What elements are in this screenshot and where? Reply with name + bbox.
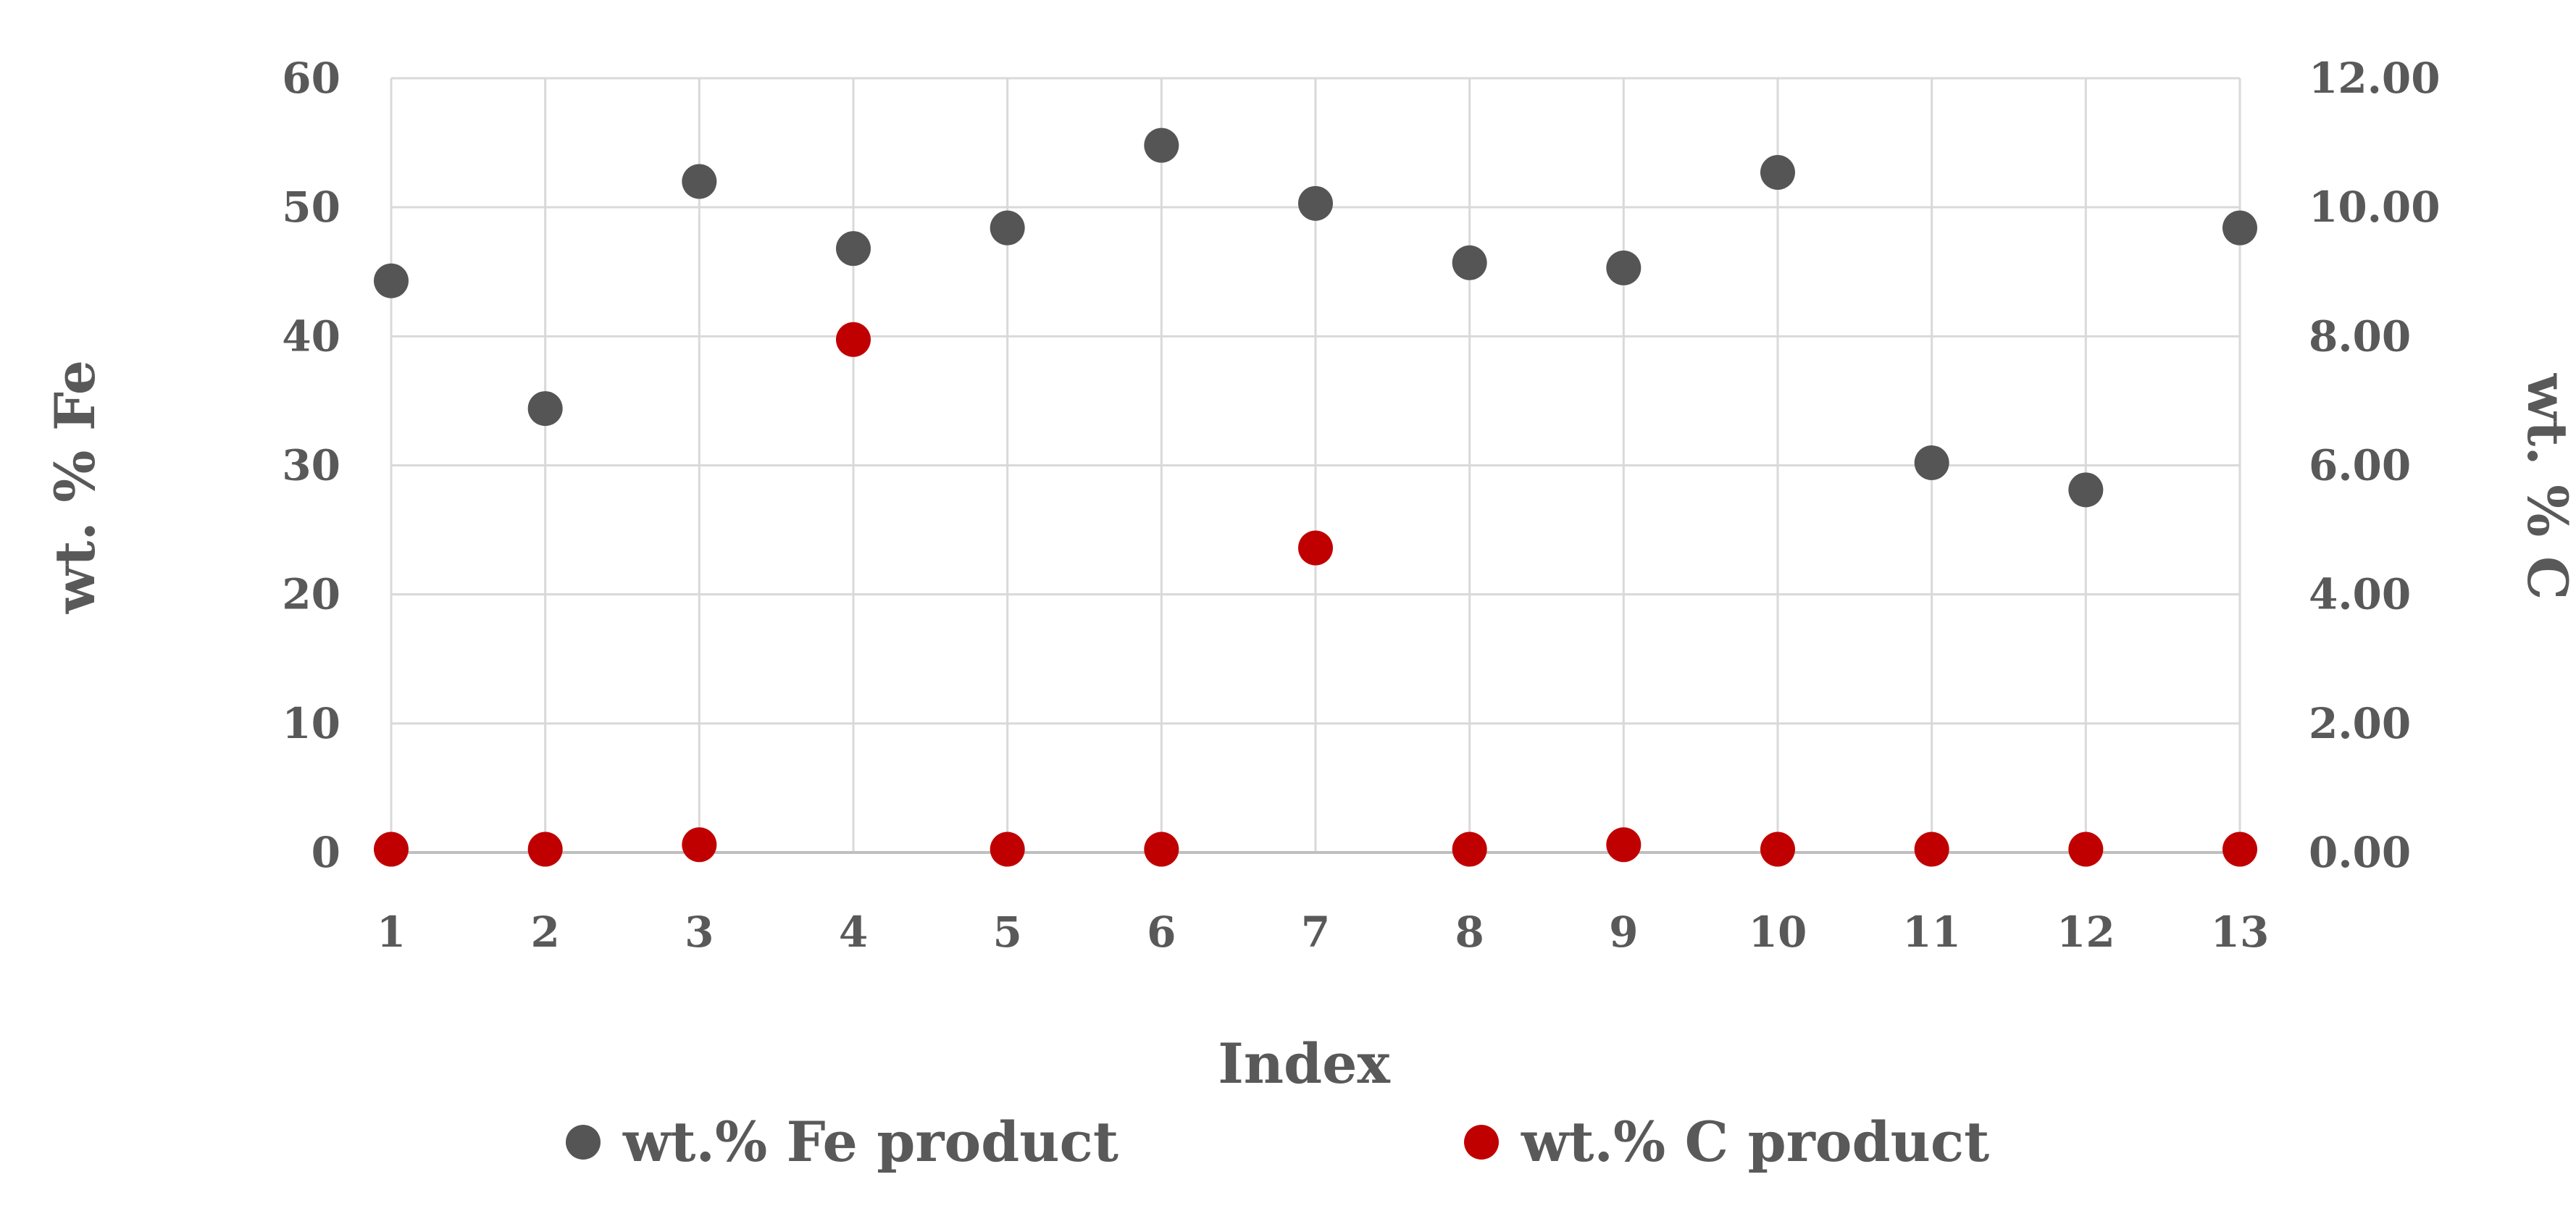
y-axis-title-right: wt. % C (2515, 373, 2576, 600)
legend: wt.% Fe product wt.% C product (566, 1110, 1989, 1174)
y-left-tick-label: 0 (311, 828, 340, 877)
fe-data-point (1452, 245, 1487, 280)
fe-data-point (990, 210, 1025, 246)
y-left-tick-label: 30 (282, 441, 340, 490)
c-data-point (2222, 831, 2257, 867)
x-tick-label: 1 (377, 908, 406, 957)
y-left-tick-label: 10 (282, 699, 340, 748)
y-right-tick-label: 8.00 (2309, 311, 2411, 361)
c-data-point (1144, 831, 1179, 867)
y-axis-title-left: wt. % Fe (43, 360, 107, 614)
fe-data-point (374, 263, 409, 298)
fe-data-point (2068, 472, 2104, 508)
x-axis-title: Index (1218, 1031, 1390, 1096)
fe-data-point (1914, 445, 1949, 480)
y-left-tick-label: 50 (282, 183, 340, 232)
fe-data-point (1144, 127, 1179, 163)
x-tick-label: 6 (1147, 908, 1176, 957)
y-right-tick-label: 0.00 (2309, 828, 2411, 877)
c-data-point (1298, 530, 1333, 566)
x-tick-label: 5 (992, 908, 1021, 957)
data-points (374, 127, 2257, 867)
fe-data-point (1298, 185, 1333, 221)
fe-data-point (1760, 155, 1795, 190)
fe-data-point (836, 231, 871, 267)
c-data-point (1452, 831, 1487, 867)
x-tick-label: 11 (1902, 908, 1961, 957)
fe-data-point (682, 164, 717, 199)
x-tick-label: 3 (685, 908, 714, 957)
y-left-tick-label: 60 (282, 54, 340, 103)
x-tick-label: 13 (2211, 908, 2270, 957)
y-right-tick-label: 6.00 (2309, 441, 2411, 490)
x-tick-label: 7 (1301, 908, 1330, 957)
x-tick-label: 4 (839, 908, 868, 957)
legend-label-c: wt.% C product (1521, 1110, 1989, 1174)
y-left-tick-label: 40 (282, 311, 340, 361)
c-data-point (1760, 831, 1795, 867)
x-tick-label: 10 (1749, 908, 1807, 957)
c-data-point (1914, 831, 1949, 867)
c-data-point (1606, 827, 1642, 863)
y-left-tick-label: 20 (282, 570, 340, 619)
x-tick-label: 8 (1455, 908, 1484, 957)
fe-data-point (2222, 210, 2257, 246)
x-tick-label: 2 (530, 908, 559, 957)
legend-marker-fe (566, 1125, 601, 1160)
fe-data-point (527, 391, 563, 427)
x-tick-label: 9 (1609, 908, 1638, 957)
y-right-tick-label: 10.00 (2309, 183, 2441, 232)
y-right-tick-label: 4.00 (2309, 570, 2411, 619)
legend-label-fe: wt.% Fe product (622, 1110, 1118, 1174)
c-data-point (990, 831, 1025, 867)
y-right-tick-label: 12.00 (2309, 54, 2441, 103)
c-data-point (836, 322, 871, 357)
fe-data-point (1606, 250, 1642, 285)
c-data-point (682, 827, 717, 863)
x-tick-label: 12 (2057, 908, 2115, 957)
c-data-point (374, 831, 409, 867)
c-data-point (527, 831, 563, 867)
c-data-point (2068, 831, 2104, 867)
legend-marker-c (1464, 1125, 1499, 1160)
y-right-tick-label: 2.00 (2309, 699, 2411, 748)
